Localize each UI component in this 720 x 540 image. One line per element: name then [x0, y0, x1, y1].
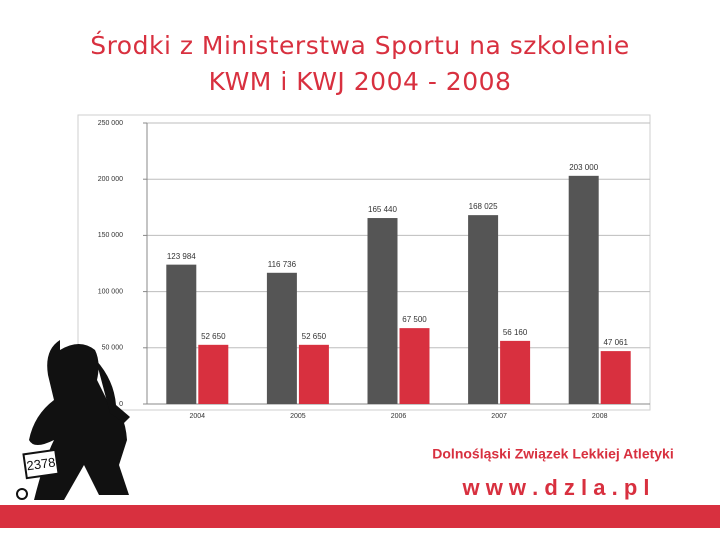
- y-tick-label: 50 000: [102, 345, 124, 352]
- bar: [266, 272, 297, 404]
- value-label: 168 025: [469, 202, 498, 211]
- bar: [166, 264, 197, 404]
- bar: [198, 344, 229, 404]
- x-tick-label: 2007: [491, 413, 507, 420]
- y-tick-label: 250 000: [98, 120, 123, 127]
- footer-band: [0, 505, 720, 528]
- y-tick-label: 200 000: [98, 176, 123, 183]
- bar: [399, 328, 430, 404]
- bar: [468, 215, 499, 404]
- footer-website: w w w . d z l a . p l: [461, 475, 649, 500]
- y-tick-label: 150 000: [98, 232, 123, 239]
- x-tick-label: 2005: [290, 413, 306, 420]
- bar: [600, 351, 631, 404]
- bar: [500, 340, 531, 404]
- bar: [298, 344, 329, 404]
- bib-number: 2378: [26, 454, 57, 473]
- chart-title: Środki z Ministerstwa Sportu na szkoleni…: [90, 31, 630, 96]
- value-label: 52 650: [201, 332, 226, 341]
- value-label: 203 000: [569, 163, 598, 172]
- x-tick-label: 2004: [190, 413, 206, 420]
- footer-organization: Dolnośląski Związek Lekkiej Atletyki: [432, 446, 673, 462]
- x-tick-label: 2008: [592, 413, 608, 420]
- value-label: 47 061: [603, 338, 628, 347]
- chart-frame: [77, 114, 651, 411]
- bar: [568, 175, 599, 404]
- value-label: 116 736: [268, 260, 297, 269]
- value-label: 165 440: [368, 205, 397, 214]
- value-label: 67 500: [402, 315, 427, 324]
- value-label: 123 984: [167, 252, 196, 261]
- bar: [367, 218, 398, 404]
- runner-illustration: 2378: [16, 340, 130, 500]
- y-tick-label: 100 000: [98, 288, 123, 295]
- x-tick-label: 2006: [391, 413, 407, 420]
- y-tick-label: 0: [119, 401, 123, 408]
- value-label: 52 650: [302, 332, 327, 341]
- value-label: 56 160: [503, 328, 528, 337]
